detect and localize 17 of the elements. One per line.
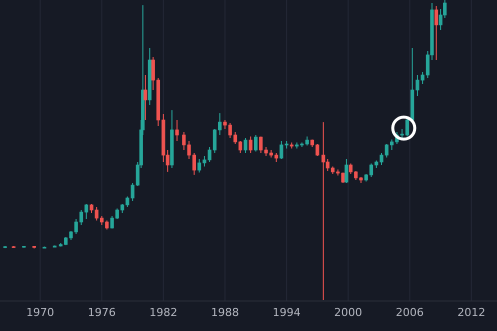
candlestick: [322, 122, 326, 300]
x-tick-label: 2000: [334, 306, 362, 319]
candlestick: [144, 74, 148, 120]
x-tick-label: 2012: [457, 306, 486, 319]
candlestick: [344, 158, 348, 184]
candlestick: [254, 134, 258, 152]
candlestick: [434, 6, 438, 60]
candlestick: [248, 136, 252, 154]
x-tick-label: 1982: [149, 306, 178, 319]
x-tick-label: 1988: [210, 306, 239, 319]
x-tick-label: 1994: [272, 306, 301, 319]
candlestick: [244, 138, 248, 154]
candlestick: [280, 140, 284, 160]
candlestick: [175, 120, 179, 142]
x-tick-label: 1976: [88, 306, 116, 319]
x-tick-label: 1970: [26, 306, 54, 319]
x-tick-label: 2006: [396, 306, 424, 319]
